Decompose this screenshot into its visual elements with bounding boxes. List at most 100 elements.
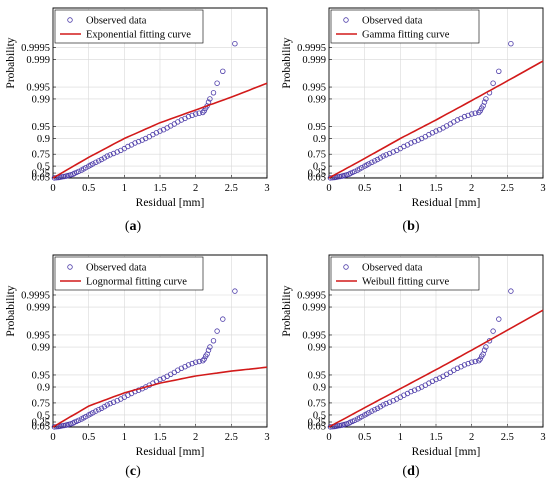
y-axis-label: Probability	[5, 285, 17, 336]
observed-data-point	[477, 108, 483, 114]
legend-entry-label: Lognormal fitting curve	[86, 277, 187, 288]
observed-data-point	[481, 99, 488, 105]
observed-data-point	[196, 110, 202, 116]
y-tick-label: 0.999	[302, 303, 326, 314]
observed-data-point	[207, 96, 213, 102]
observed-data-point	[369, 159, 375, 165]
observed-data-point	[408, 388, 414, 395]
observed-data-point	[200, 358, 206, 364]
x-axis-label: Residual [mm]	[412, 446, 481, 458]
x-tick-label: 0	[326, 183, 331, 194]
y-tick-label: 0.75	[308, 398, 326, 409]
x-tick-label: 1	[122, 432, 127, 443]
observed-data-point	[83, 164, 89, 171]
observed-data-point	[75, 168, 82, 175]
observed-data-point	[461, 362, 468, 368]
observed-data-point	[374, 156, 381, 163]
observed-data-point	[411, 138, 418, 145]
legend-entry-label: Observed data	[86, 263, 147, 274]
observed-data-point	[483, 344, 489, 350]
observed-data-point	[157, 128, 163, 134]
x-tick-label: 2.5	[225, 432, 238, 443]
x-tick-label: 0.5	[82, 183, 95, 194]
x-tick-label: 1.5	[429, 432, 442, 443]
observed-data-point	[220, 316, 226, 322]
observed-data-point	[496, 316, 502, 322]
observed-data-point	[359, 164, 365, 171]
observed-data-point	[200, 109, 206, 116]
observed-data-point	[210, 90, 217, 96]
x-tick-label: 1.5	[153, 432, 166, 443]
observed-data-point	[377, 404, 384, 410]
observed-data-point	[192, 111, 199, 117]
observed-data-point	[210, 338, 217, 344]
observed-data-point	[189, 112, 195, 119]
observed-data-point	[185, 113, 192, 120]
observed-data-point	[232, 41, 238, 47]
y-tick-label: 0.999	[302, 55, 326, 66]
observed-data-point	[207, 344, 213, 350]
y-tick-label: 0.95	[308, 122, 326, 133]
x-axis-label: Residual [mm]	[136, 197, 205, 209]
x-axis-label: Residual [mm]	[412, 197, 481, 209]
y-axis-label: Probability	[5, 37, 17, 88]
observed-data-point	[408, 140, 414, 146]
observed-data-point	[61, 422, 67, 429]
x-tick-label: 2.5	[501, 183, 514, 194]
observed-data-point	[465, 112, 471, 119]
x-tick-label: 3	[540, 432, 545, 443]
y-tick-label: 0.75	[32, 398, 50, 409]
plot-frame	[328, 7, 544, 179]
x-tick-label: 0.5	[82, 432, 95, 443]
y-tick-label: 0.75	[32, 150, 50, 161]
observed-data-point	[337, 422, 343, 429]
y-tick-label: 0.995	[26, 330, 50, 341]
x-tick-label: 3	[264, 432, 269, 443]
y-tick-label: 0.9995	[297, 43, 326, 54]
observed-data-point	[372, 158, 378, 164]
y-tick-label: 0.995	[26, 83, 50, 94]
x-axis-label: Residual [mm]	[136, 446, 205, 458]
x-tick-label: 1	[398, 432, 403, 443]
observed-data-point	[433, 376, 439, 383]
observed-data-point	[369, 408, 375, 414]
y-tick-label: 0.99	[308, 94, 326, 105]
observed-data-point	[135, 138, 142, 145]
y-tick-label: 0.9995	[21, 290, 50, 301]
panel-caption: (b)	[402, 219, 419, 234]
y-tick-label: 0.25	[32, 418, 50, 429]
observed-data-point	[93, 159, 99, 165]
y-tick-label: 0.9	[313, 134, 326, 145]
x-tick-label: 1.5	[429, 183, 442, 194]
y-tick-label: 0.05	[308, 173, 326, 184]
legend-entry-label: Weibull fitting curve	[362, 277, 450, 288]
y-tick-label: 0.999	[26, 303, 50, 314]
observed-data-point	[110, 150, 117, 157]
observed-data-point	[380, 153, 386, 159]
legend-box	[54, 256, 204, 291]
observed-data-point	[214, 80, 220, 86]
observed-data-point	[90, 161, 96, 167]
x-tick-label: 2	[469, 432, 474, 443]
observed-data-point	[107, 400, 113, 407]
observed-data-point	[132, 140, 138, 146]
plot-frame	[328, 254, 544, 428]
y-tick-label: 0.99	[32, 343, 50, 354]
panel-caption: (a)	[125, 219, 142, 234]
legend-entry-label: Gamma fitting curve	[362, 30, 450, 41]
y-tick-label: 0.9	[313, 383, 326, 394]
x-tick-label: 0.5	[358, 183, 371, 194]
y-tick-label: 0.5	[37, 410, 50, 421]
observed-data-point	[95, 407, 102, 413]
x-tick-label: 2.5	[225, 183, 238, 194]
x-tick-label: 1	[122, 183, 127, 194]
y-axis-label: Probability	[281, 37, 293, 88]
x-tick-label: 2	[469, 183, 474, 194]
y-tick-label: 0.05	[308, 422, 326, 433]
observed-data-point	[433, 128, 439, 134]
observed-data-point	[139, 137, 145, 143]
legend-marker-swatch	[67, 264, 73, 270]
legend-marker-swatch	[343, 17, 349, 23]
y-tick-label: 0.05	[32, 422, 50, 433]
observed-data-point	[476, 358, 482, 364]
